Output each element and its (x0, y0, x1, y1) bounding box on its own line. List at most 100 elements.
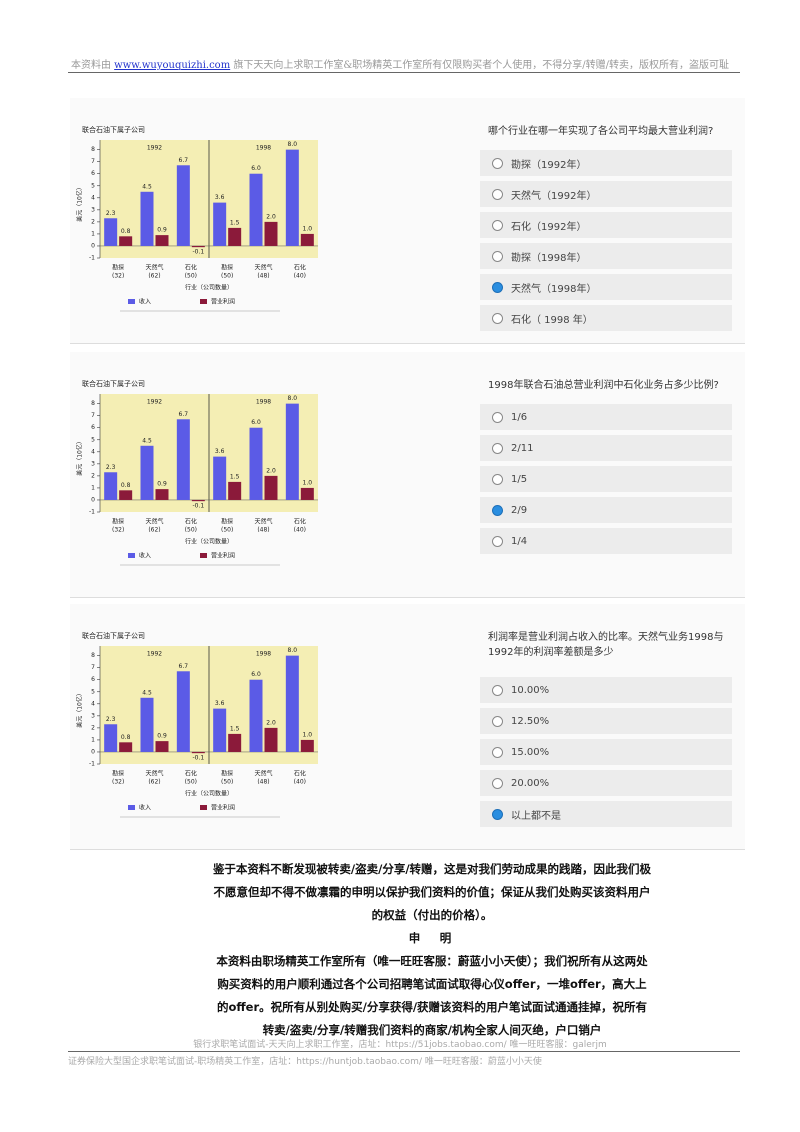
option[interactable]: 以上都不是 (480, 801, 732, 827)
value-label: 1.0 (303, 479, 313, 486)
value-label: 2.0 (266, 719, 276, 726)
y-tick-label: 4 (91, 700, 95, 707)
header-link[interactable]: www.wuyouquizhi.com (114, 60, 231, 71)
legend-label: 营业利润 (211, 804, 235, 812)
value-label: 0.9 (157, 733, 167, 740)
option-label: 勘探（1992年） (511, 159, 587, 171)
option[interactable]: 勘探（1998年） (480, 243, 732, 269)
option[interactable]: 石化（1992年） (480, 212, 732, 238)
legend-label: 收入 (139, 298, 151, 306)
y-tick-label: 5 (91, 688, 95, 695)
options: 勘探（1992年） 天然气（1992年） 石化（1992年） 勘探（1998年） 天然气… (480, 150, 732, 336)
plot-background (209, 646, 318, 764)
value-label: 6.7 (179, 663, 189, 670)
value-label: 0.9 (157, 481, 167, 488)
option[interactable]: 10.00% (480, 677, 732, 703)
radio (492, 219, 503, 231)
value-label: 3.6 (215, 194, 225, 201)
y-tick-label: 4 (91, 194, 95, 201)
y-axis-label: 美元（10亿） (76, 184, 84, 222)
bar (104, 472, 118, 500)
category-count: (50) (185, 527, 197, 534)
option-label: 2/11 (511, 442, 534, 454)
category-label: 天然气 (145, 518, 163, 526)
legend-label: 营业利润 (211, 552, 235, 560)
bar (191, 499, 205, 502)
bar (228, 733, 242, 752)
option[interactable]: 12.50% (480, 708, 732, 734)
value-label: 6.7 (179, 411, 189, 418)
bar (285, 149, 299, 246)
y-tick-label: 5 (91, 182, 95, 189)
category-label: 天然气 (145, 770, 163, 778)
y-tick-label: 5 (91, 436, 95, 443)
value-label: 3.6 (215, 700, 225, 707)
value-label: 4.5 (142, 689, 152, 696)
category-count: (50) (221, 527, 233, 534)
bar (155, 235, 169, 246)
option[interactable]: 勘探（1992年） (480, 150, 732, 176)
bar (140, 191, 154, 246)
category-count: (50) (221, 779, 233, 786)
y-tick-label: 1 (91, 230, 95, 237)
category-label: 石化 (185, 770, 197, 778)
category-label: 天然气 (254, 770, 272, 778)
option[interactable]: 1/6 (480, 404, 732, 430)
bar (213, 456, 227, 500)
value-label: 0.8 (121, 482, 131, 489)
quiz-panel: 联合石油下属子公司 1992 1998 -1 0 1 2 3 4 5 6 7 8 美元（10亿） 勘探 (32… (70, 98, 745, 344)
radio (492, 535, 503, 547)
y-tick-label: -1 (89, 761, 95, 768)
option-label: 1/4 (511, 535, 528, 547)
value-label: 2.0 (266, 213, 276, 220)
option[interactable]: 2/11 (480, 435, 732, 461)
category-count: (50) (185, 779, 197, 786)
bar (300, 487, 314, 500)
y-axis-label: 美元（10亿） (76, 690, 84, 728)
option[interactable]: 1/4 (480, 528, 732, 554)
value-label: 6.7 (179, 157, 189, 164)
category-label: 勘探 (221, 770, 233, 778)
plot-background (209, 140, 318, 258)
group-year: 1992 (147, 651, 162, 658)
radio (492, 442, 503, 454)
legend-swatch (200, 805, 207, 810)
plot-background (100, 140, 209, 258)
value-label: 0.8 (121, 734, 131, 741)
bar (249, 427, 263, 500)
option[interactable]: 天然气（1992年） (480, 181, 732, 207)
bar (249, 173, 263, 246)
option[interactable]: 20.00% (480, 770, 732, 796)
option[interactable]: 石化（ 1998 年） (480, 305, 732, 331)
category-label: 石化 (185, 264, 197, 272)
category-label: 勘探 (112, 770, 124, 778)
bar (249, 679, 263, 752)
category-count: (40) (294, 779, 306, 786)
group-year: 1998 (256, 145, 271, 152)
chart-title: 联合石油下属子公司 (82, 125, 145, 134)
option[interactable]: 1/5 (480, 466, 732, 492)
group-year: 1998 (256, 399, 271, 406)
bar (264, 221, 278, 246)
y-tick-label: 1 (91, 736, 95, 743)
y-tick-label: 7 (91, 664, 95, 671)
y-tick-label: 6 (91, 676, 95, 683)
value-label: 0.9 (157, 227, 167, 234)
category-label: 勘探 (221, 264, 233, 272)
category-count: (48) (257, 527, 269, 534)
quiz-panel: 联合石油下属子公司 1992 1998 -1 0 1 2 3 4 5 6 7 8 美元（10亿） 勘探 (32… (70, 604, 745, 850)
option[interactable]: 2/9 (480, 497, 732, 523)
option-label: 1/6 (511, 411, 528, 423)
plot-background (100, 646, 209, 764)
option[interactable]: 天然气（1998年） (480, 274, 732, 300)
value-label: 2.3 (106, 464, 116, 471)
y-tick-label: 0 (91, 496, 95, 503)
value-label: 8.0 (288, 141, 298, 148)
option[interactable]: 15.00% (480, 739, 732, 765)
radio (492, 473, 503, 485)
value-label: 1.5 (230, 473, 240, 480)
category-label: 勘探 (112, 518, 124, 526)
value-label: 6.0 (251, 419, 261, 426)
